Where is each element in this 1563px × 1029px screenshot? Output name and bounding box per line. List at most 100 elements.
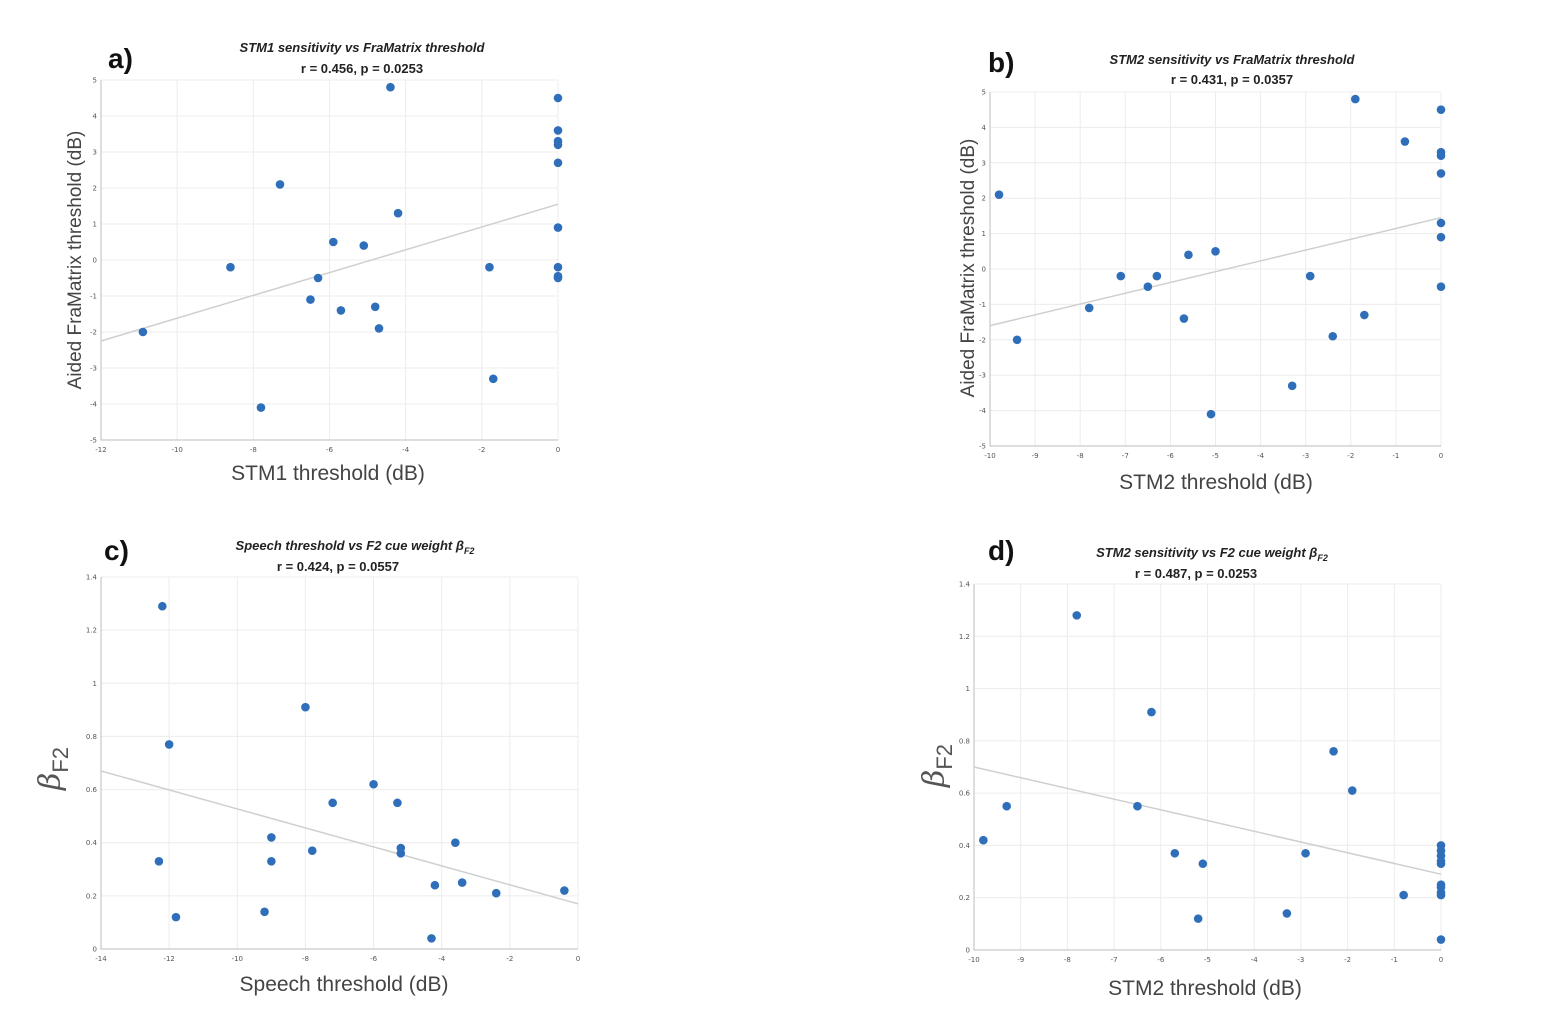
panel-d-ytick-label-6: 1.2 — [959, 633, 970, 641]
panel-b-point-21 — [1436, 232, 1446, 242]
panel-d-title: STM2 sensitivity vs F2 cue weight βF2 — [1096, 545, 1328, 563]
panel-c-point-1 — [164, 740, 174, 749]
panel-a-xtick-label-6: 0 — [556, 446, 560, 454]
panel-b-point-13 — [1351, 94, 1360, 104]
panel-c-ylabel-beta: β — [33, 773, 68, 791]
panel-b-ytick-label-3: -2 — [979, 336, 986, 344]
panel-b-xtick-label-1: -9 — [1032, 452, 1039, 460]
panel-b-xtick-label-4: -6 — [1167, 452, 1175, 460]
panel-b-ytick-label-10: 5 — [982, 89, 986, 97]
panel-b-point-16 — [1436, 105, 1446, 114]
panel-b-point-14 — [1360, 310, 1369, 320]
panel-b-label: b) — [988, 47, 1014, 78]
panel-b-ytick-label-4: -1 — [979, 301, 986, 309]
panel-a-ytick-label-2: -3 — [90, 365, 97, 373]
panel-c-xlabel: Speech threshold (dB) — [240, 973, 449, 996]
panel-d-point-0 — [979, 835, 988, 845]
panel-a-xtick-label-0: -12 — [95, 446, 106, 454]
panel-a-point-20 — [553, 223, 563, 232]
panel-d-point-22 — [1436, 935, 1446, 944]
panel-a-ytick-label-1: -4 — [90, 401, 98, 409]
panel-d-xtick-label-1: -9 — [1017, 956, 1024, 964]
panel-c-point-3 — [171, 912, 181, 922]
panel-d-point-11 — [1347, 786, 1357, 795]
panel-b-axes — [989, 92, 1441, 447]
panel-c-title-main: Speech threshold vs F2 cue weight β — [236, 538, 464, 553]
panel-d-xtick-label-2: -8 — [1064, 956, 1071, 964]
panel-b-point-1 — [1012, 335, 1022, 345]
panel-d-xtick-label-6: -4 — [1251, 956, 1259, 964]
panel-d-ytick-label-4: 0.8 — [959, 737, 970, 745]
panel-b-xtick-label-10: 0 — [1439, 452, 1443, 460]
panel-b-point-18 — [1436, 151, 1446, 161]
panel-a-point-9 — [370, 302, 380, 312]
panel-b-xtick-label-3: -7 — [1122, 452, 1129, 460]
panel-d-xtick-label-5: -5 — [1204, 956, 1211, 964]
panel-b-ytick-label-8: 3 — [982, 159, 986, 167]
panel-b-point-2 — [1084, 303, 1094, 313]
panel-d-ytick-label-1: 0.2 — [959, 894, 970, 902]
panel-b-point-3 — [1116, 271, 1126, 281]
panel-c-xtick-label-0: -14 — [95, 955, 107, 963]
panel-b-point-8 — [1206, 409, 1216, 419]
panel-c-xtick-label-6: -2 — [506, 955, 513, 963]
panel-c-xtick-label-5: -4 — [438, 955, 446, 963]
panel-d-fit-line — [973, 766, 1442, 875]
panel-b-point-6 — [1179, 314, 1189, 323]
panel-c-label: c) — [104, 535, 129, 566]
panel-a-point-3 — [256, 403, 266, 412]
panel-c-point-13 — [396, 849, 406, 858]
panel-a-point-19 — [553, 158, 563, 168]
panel-b-point-19 — [1436, 169, 1446, 178]
panel-b-ytick-label-1: -4 — [979, 407, 987, 415]
panel-c-ytick-label-1: 0.2 — [86, 892, 97, 900]
panel-a-xtick-label-2: -8 — [250, 446, 257, 454]
panel-c-xtick-label-2: -10 — [232, 955, 243, 963]
panel-c-point-16 — [451, 838, 460, 848]
panel-a-xtick-label-4: -4 — [402, 446, 410, 454]
panel-a-point-13 — [485, 262, 494, 272]
panel-b-ytick-label-0: -5 — [979, 443, 986, 451]
panel-d: d) STM2 sensitivity vs F2 cue weight βF2… — [917, 535, 1446, 1000]
panel-a-point-5 — [313, 273, 323, 283]
panel-d-point-6 — [1193, 914, 1203, 923]
panel-b-ytick-label-6: 1 — [982, 230, 986, 238]
panel-d-plot: -10 -9 -8 -7 -6 -5 -4 -3 -2 -1 000.20.40.60.811.21… — [959, 581, 1446, 964]
panel-a-ytick-label-6: 1 — [93, 221, 97, 229]
panel-d-point-3 — [1133, 801, 1142, 811]
panel-c-point-7 — [301, 702, 310, 712]
panel-d-xtick-label-8: -2 — [1344, 956, 1351, 964]
panel-a-ytick-label-10: 5 — [93, 77, 97, 85]
panel-c-ytick-label-7: 1.4 — [86, 574, 98, 582]
panel-a-point-10 — [374, 324, 384, 333]
panel-d-xtick-label-0: -10 — [968, 956, 979, 964]
panel-d-xtick-label-10: 0 — [1439, 956, 1443, 964]
panel-d-ylabel-sub: F2 — [932, 744, 957, 770]
panel-d-point-12 — [1399, 890, 1408, 900]
panel-c-point-15 — [430, 880, 440, 890]
panel-c-stats: r = 0.424, p = 0.0557 — [277, 559, 399, 574]
panel-d-xtick-label-4: -6 — [1157, 956, 1165, 964]
panel-a-label: a) — [108, 43, 133, 74]
panel-c-xtick-label-7: 0 — [576, 955, 580, 963]
panel-c-point-19 — [560, 886, 569, 895]
panel-a-xtick-label-5: -2 — [478, 446, 485, 454]
panel-c-point-8 — [307, 846, 317, 855]
panel-a-point-6 — [329, 237, 338, 247]
panel-a-ytick-label-3: -2 — [90, 329, 97, 337]
panel-c-ytick-label-0: 0 — [93, 946, 97, 954]
panel-a-stats: r = 0.456, p = 0.0253 — [301, 61, 423, 76]
panel-a-xtick-label-3: -6 — [326, 446, 334, 454]
panel-b-point-0 — [994, 190, 1004, 199]
panel-d-axes — [973, 584, 1441, 951]
panel-a-fit-line — [100, 203, 559, 342]
panel-a-point-4 — [306, 295, 315, 304]
panel-b-ylabel: Aided FraMatrix threshold (dB) — [958, 139, 979, 398]
panel-a-ytick-label-5: 0 — [93, 257, 97, 265]
panel-c-ytick-label-3: 0.6 — [86, 786, 98, 794]
panel-b-xtick-label-5: -5 — [1212, 452, 1219, 460]
panel-a-point-21 — [553, 262, 563, 272]
panel-a-ylabel: Aided FraMatrix threshold (dB) — [65, 131, 86, 390]
